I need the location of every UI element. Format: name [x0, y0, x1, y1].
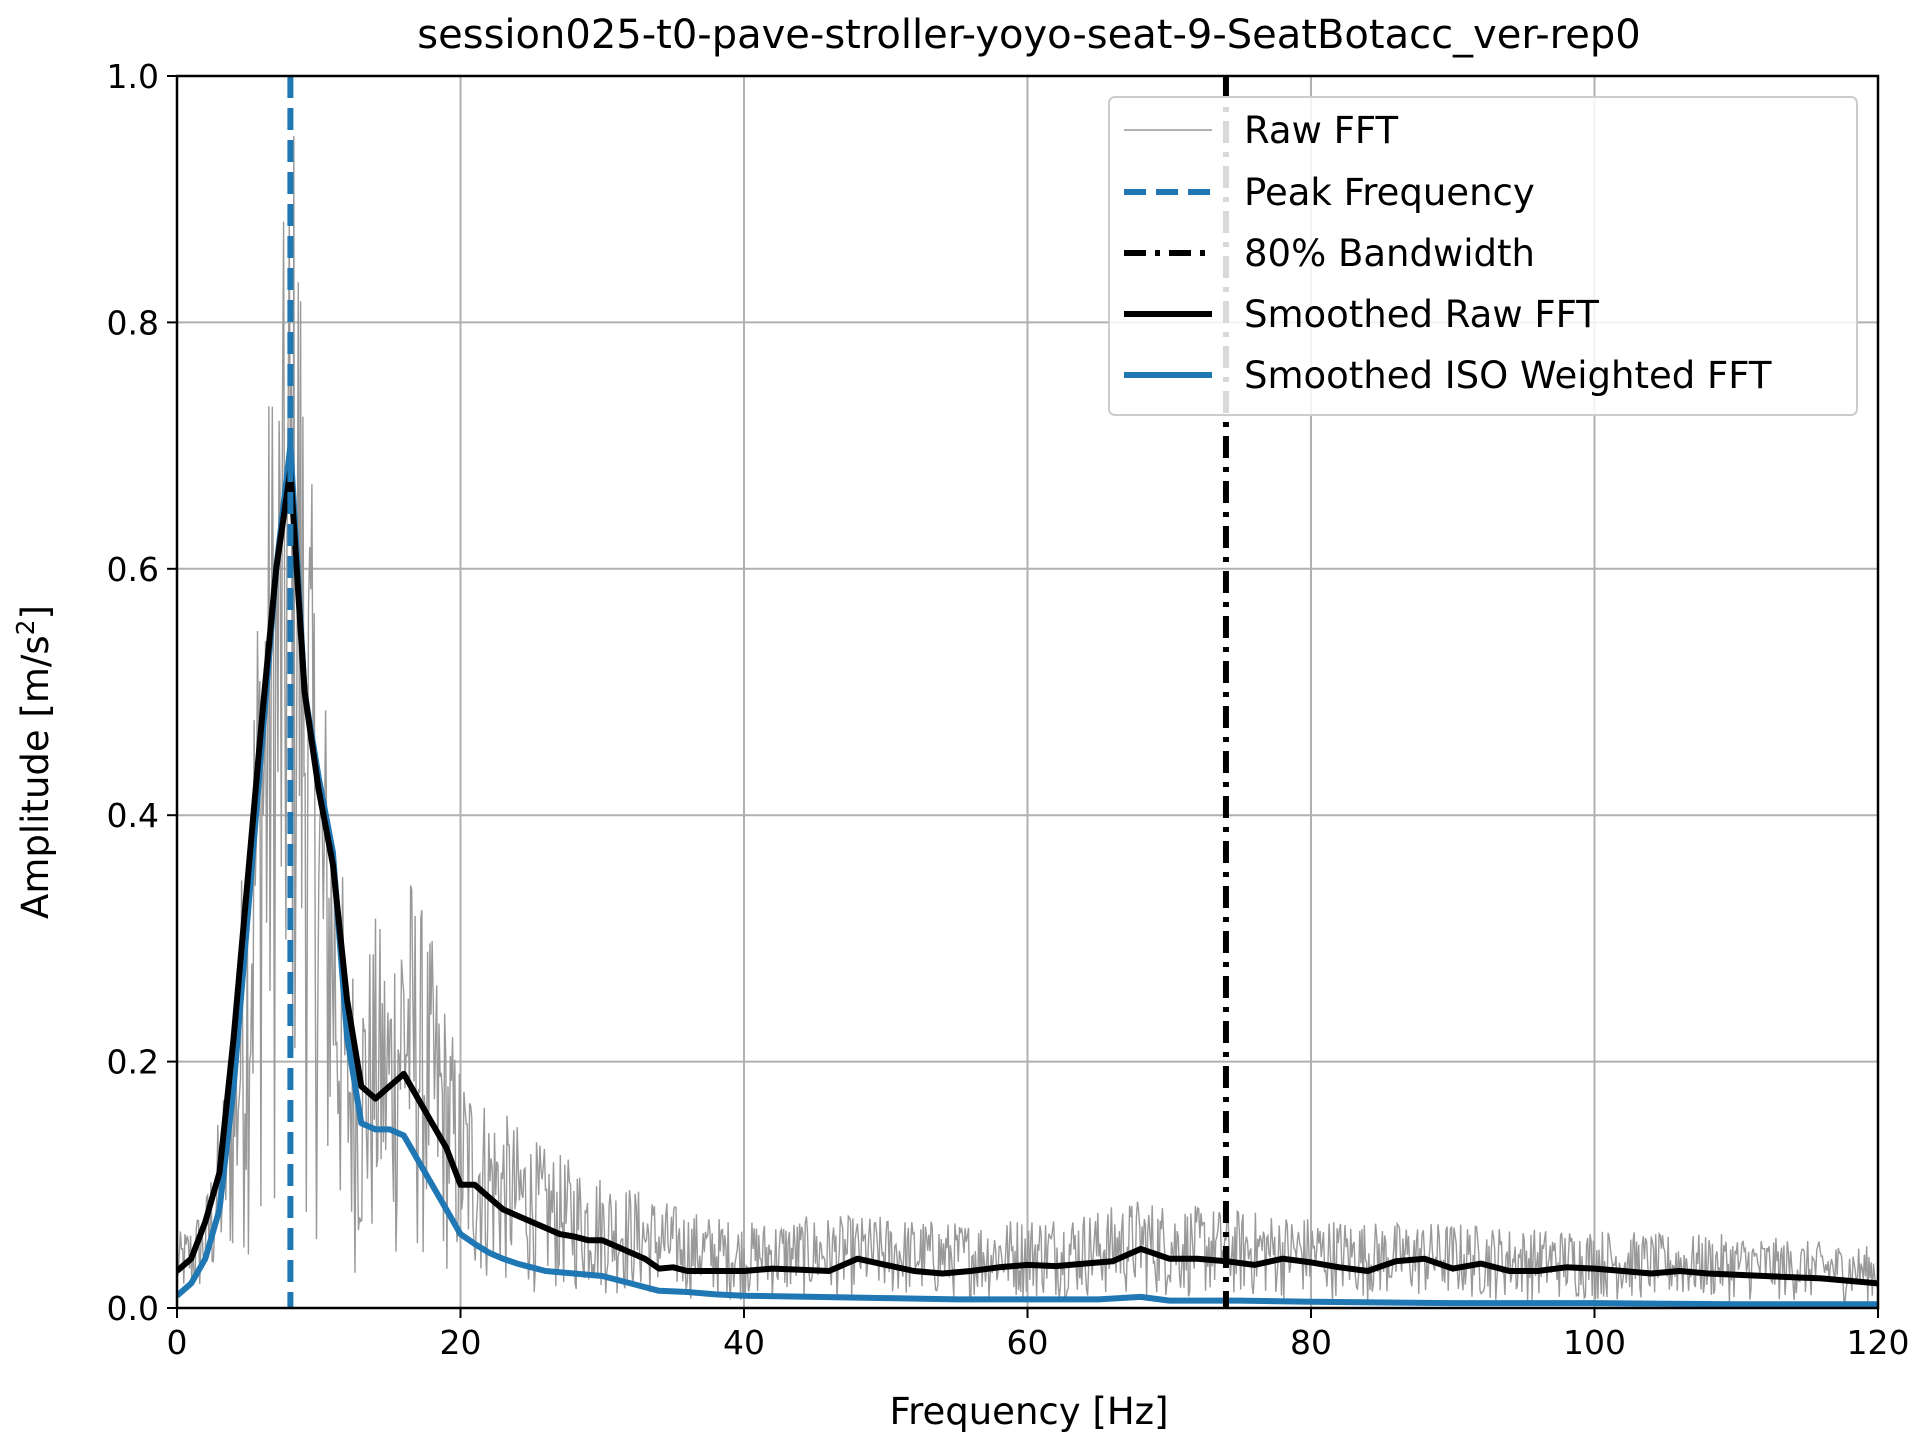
y-tick-label: 0.0 [107, 1289, 159, 1328]
y-tick-label: 0.2 [107, 1043, 159, 1082]
y-axis-label-superscript: 2 [11, 619, 40, 635]
reference-lines [287, 76, 1229, 1308]
x-tick-label: 80 [1290, 1323, 1332, 1362]
legend-label-raw-fft: Raw FFT [1244, 109, 1399, 152]
chart-title: session025-t0-pave-stroller-yoyo-seat-9-… [417, 12, 1640, 58]
x-tick-label: 100 [1563, 1323, 1626, 1362]
legend: Raw FFT Peak Frequency 80% Bandwidth Smo… [1108, 96, 1858, 416]
y-axis-label-suffix: ] [14, 605, 57, 619]
legend-box [1108, 96, 1858, 416]
y-axis-label-main: Amplitude [m/s [14, 635, 57, 919]
y-tick-label: 1.0 [107, 57, 159, 96]
y-tick-label: 0.6 [107, 550, 159, 589]
y-axis-label: Amplitude [m/s2] [11, 605, 57, 919]
x-axis-label: Frequency [Hz] [889, 1390, 1168, 1433]
legend-label-peak-frequency: Peak Frequency [1244, 171, 1535, 214]
raw-fft-line [177, 136, 1878, 1305]
x-tick-label: 40 [723, 1323, 765, 1362]
smoothed-raw-fft-line [177, 467, 1878, 1287]
x-tick-label: 20 [440, 1323, 482, 1362]
x-tick-label: 60 [1007, 1323, 1049, 1362]
smoothed-series [177, 442, 1878, 1308]
y-tick-label: 0.8 [107, 303, 159, 342]
x-tick-label: 120 [1847, 1323, 1910, 1362]
raw-fft-series [177, 136, 1878, 1305]
legend-label-smoothed-raw: Smoothed Raw FFT [1244, 293, 1599, 336]
ticks: 0 20 40 60 80 100 120 0.0 0.2 0.4 0.6 0.8 1.0 [107, 57, 1910, 1362]
legend-label-bandwidth: 80% Bandwidth [1244, 232, 1535, 275]
x-tick-label: 0 [167, 1323, 188, 1362]
legend-label-smoothed-iso: Smoothed ISO Weighted FFT [1244, 354, 1772, 397]
y-tick-label: 0.4 [107, 796, 159, 835]
